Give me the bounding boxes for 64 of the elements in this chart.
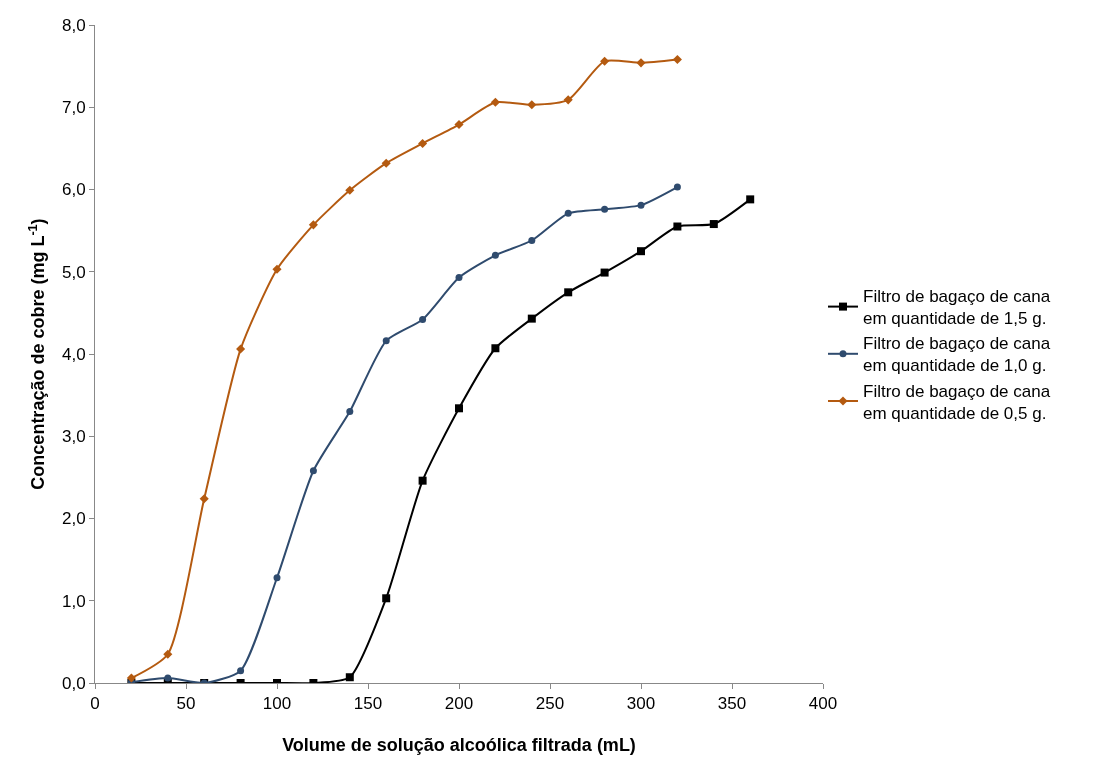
point <box>527 100 537 110</box>
legend-label: Filtro de bagaço de cana em quantidade de 1,5 g. <box>863 287 1051 329</box>
point <box>600 268 609 277</box>
x-tick-label: 200 <box>444 694 474 714</box>
point <box>382 337 390 345</box>
point <box>672 54 682 65</box>
y-tick-label: 2,0 <box>61 509 86 529</box>
point <box>454 119 464 130</box>
x-tick-label: 150 <box>353 694 383 714</box>
y-tick-label: 6,0 <box>61 180 86 200</box>
x-tick-label: 400 <box>808 694 838 714</box>
point <box>601 205 609 213</box>
point <box>345 185 355 195</box>
y-tick-label: 4,0 <box>61 344 86 364</box>
legend-label: Filtro de bagaço de cana em quantidade de 0,5 g. <box>863 381 1051 423</box>
point <box>126 673 136 683</box>
point <box>564 288 573 297</box>
point <box>381 158 391 168</box>
point <box>709 220 718 229</box>
point <box>309 467 317 475</box>
point <box>418 138 428 148</box>
point <box>236 344 246 354</box>
point <box>419 315 427 323</box>
point <box>491 251 499 259</box>
point <box>746 195 755 204</box>
y-tick-label: 3,0 <box>61 427 86 447</box>
y-tick-label: 8,0 <box>61 15 86 35</box>
point <box>636 58 646 68</box>
point <box>346 408 354 416</box>
point <box>164 674 172 682</box>
point <box>273 574 281 582</box>
x-tick-label: 100 <box>262 694 292 714</box>
point <box>308 220 318 230</box>
point <box>199 494 209 504</box>
point <box>490 97 500 107</box>
point <box>237 667 245 675</box>
point <box>418 476 427 485</box>
point <box>564 209 572 217</box>
point <box>382 594 391 603</box>
point <box>600 56 610 66</box>
y-tick-label: 0,0 <box>61 673 86 693</box>
x-tick-label: 300 <box>626 694 656 714</box>
x-tick-label: 50 <box>176 694 196 714</box>
point <box>528 237 536 244</box>
x-tick-label: 250 <box>535 694 565 714</box>
x-tick-label: 350 <box>717 694 747 714</box>
y-tick-label: 7,0 <box>61 98 86 118</box>
point <box>455 404 463 413</box>
point <box>637 247 645 256</box>
point <box>345 673 354 682</box>
point <box>637 201 645 209</box>
legend-label: Filtro de bagaço de cana em quantidade de 1,0 g. <box>863 334 1051 376</box>
point <box>491 344 500 353</box>
y-tick-label: 5,0 <box>61 262 86 282</box>
point <box>163 649 173 659</box>
point <box>563 95 573 105</box>
point <box>272 264 282 274</box>
point <box>673 222 682 231</box>
point <box>673 183 681 191</box>
y-tick-label: 1,0 <box>61 591 86 611</box>
point <box>455 274 463 282</box>
point <box>527 314 536 323</box>
x-axis-title: Volume de solução alcoólica filtrada (mL) <box>282 734 636 755</box>
x-tick-label: 0 <box>90 694 100 714</box>
